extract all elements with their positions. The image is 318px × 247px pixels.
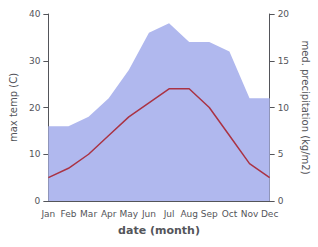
svg-text:med. precipitation (kg/m2): med. precipitation (kg/m2) (300, 40, 311, 174)
svg-text:Oct: Oct (222, 209, 238, 219)
svg-text:Sep: Sep (201, 209, 218, 219)
svg-text:Dec: Dec (261, 209, 278, 219)
svg-text:20: 20 (278, 9, 290, 19)
svg-text:10: 10 (278, 103, 290, 113)
svg-text:20: 20 (29, 103, 41, 113)
svg-text:Feb: Feb (61, 209, 77, 219)
svg-text:40: 40 (29, 9, 41, 19)
svg-text:Jan: Jan (40, 209, 55, 219)
svg-text:May: May (120, 209, 139, 219)
svg-text:10: 10 (29, 149, 41, 159)
svg-text:Aug: Aug (180, 209, 198, 219)
svg-text:date (month): date (month) (118, 224, 200, 237)
svg-text:0: 0 (35, 196, 41, 206)
svg-text:Jun: Jun (141, 209, 156, 219)
svg-text:Mar: Mar (80, 209, 97, 219)
svg-text:15: 15 (278, 56, 289, 66)
svg-text:5: 5 (278, 149, 284, 159)
svg-text:Apr: Apr (101, 209, 117, 219)
svg-text:Nov: Nov (241, 209, 259, 219)
svg-text:0: 0 (278, 196, 284, 206)
svg-text:30: 30 (29, 56, 41, 66)
svg-text:max temp (C): max temp (C) (8, 73, 19, 142)
svg-text:Jul: Jul (163, 209, 175, 219)
